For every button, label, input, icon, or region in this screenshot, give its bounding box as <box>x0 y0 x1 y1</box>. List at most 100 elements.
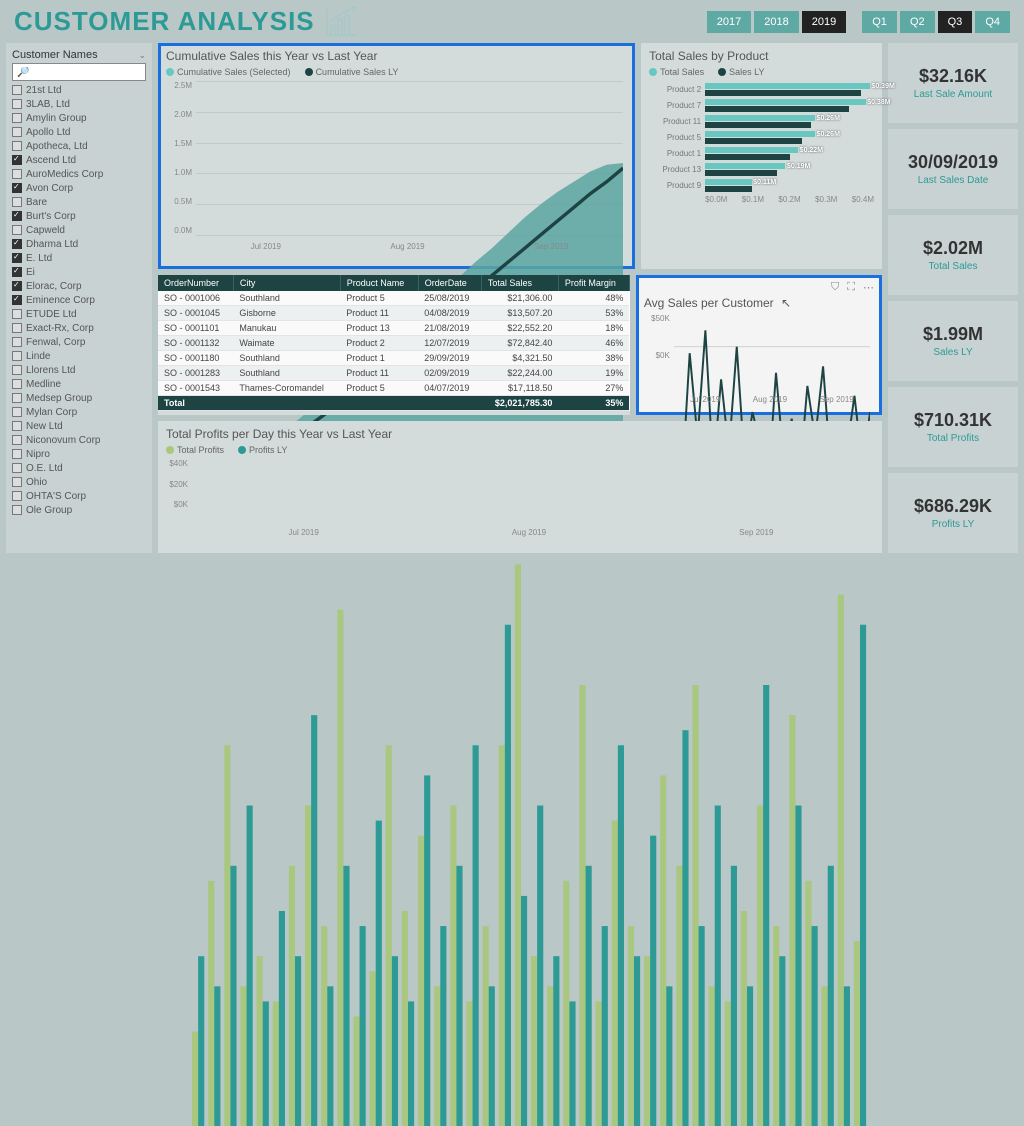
customer-item[interactable]: ETUDE Ltd <box>12 307 146 321</box>
table-row[interactable]: SO - 0001006SouthlandProduct 525/08/2019… <box>158 291 629 306</box>
checkbox-icon[interactable] <box>12 183 22 193</box>
customer-item[interactable]: Niconovum Corp <box>12 433 146 447</box>
avg-sales-card[interactable]: ⛉ ⛶ ⋯ Avg Sales per Customer ↖ $50K$0K J… <box>636 275 882 415</box>
customer-item[interactable]: O.E. Ltd <box>12 461 146 475</box>
customer-item[interactable]: Ascend Ltd <box>12 153 146 167</box>
checkbox-icon[interactable] <box>12 281 22 291</box>
product-bar[interactable]: Product 11$0.26M <box>649 113 874 129</box>
customer-item[interactable]: Mylan Corp <box>12 405 146 419</box>
checkbox-icon[interactable] <box>12 477 22 487</box>
checkbox-icon[interactable] <box>12 267 22 277</box>
quarter-button[interactable]: Q4 <box>975 11 1010 33</box>
checkbox-icon[interactable] <box>12 463 22 473</box>
checkbox-icon[interactable] <box>12 127 22 137</box>
quarter-button[interactable]: Q1 <box>862 11 897 33</box>
customer-item[interactable]: OHTA'S Corp <box>12 489 146 503</box>
customer-item[interactable]: 21st Ltd <box>12 83 146 97</box>
search-input[interactable] <box>12 63 146 81</box>
checkbox-icon[interactable] <box>12 239 22 249</box>
checkbox-icon[interactable] <box>12 141 22 151</box>
customer-item[interactable]: Dharma Ltd <box>12 237 146 251</box>
customer-item[interactable]: Medsep Group <box>12 391 146 405</box>
customer-item[interactable]: E. Ltd <box>12 251 146 265</box>
checkbox-icon[interactable] <box>12 295 22 305</box>
checkbox-icon[interactable] <box>12 449 22 459</box>
customer-item[interactable]: Capweld <box>12 223 146 237</box>
year-button[interactable]: 2018 <box>754 11 798 33</box>
customer-label: 3LAB, Ltd <box>26 99 70 110</box>
quarter-button[interactable]: Q3 <box>938 11 973 33</box>
table-row[interactable]: SO - 0001543Thames-CoromandelProduct 504… <box>158 381 629 396</box>
sales-by-product-card[interactable]: Total Sales by Product Total SalesSales … <box>641 43 882 269</box>
customer-item[interactable]: Linde <box>12 349 146 363</box>
checkbox-icon[interactable] <box>12 505 22 515</box>
customer-item[interactable]: New Ltd <box>12 419 146 433</box>
year-button[interactable]: 2017 <box>707 11 751 33</box>
customer-item[interactable]: Ei <box>12 265 146 279</box>
checkbox-icon[interactable] <box>12 407 22 417</box>
customer-item[interactable]: AuroMedics Corp <box>12 167 146 181</box>
checkbox-icon[interactable] <box>12 491 22 501</box>
total-profits-card[interactable]: Total Profits per Day this Year vs Last … <box>158 421 882 553</box>
checkbox-icon[interactable] <box>12 421 22 431</box>
checkbox-icon[interactable] <box>12 365 22 375</box>
checkbox-icon[interactable] <box>12 99 22 109</box>
table-row[interactable]: SO - 0001283SouthlandProduct 1102/09/201… <box>158 366 629 381</box>
table-header[interactable]: Profit Margin <box>558 275 629 291</box>
product-bar[interactable]: Product 7$0.38M <box>649 97 874 113</box>
customer-item[interactable]: Fenwal, Corp <box>12 335 146 349</box>
checkbox-icon[interactable] <box>12 323 22 333</box>
customer-item[interactable]: 3LAB, Ltd <box>12 97 146 111</box>
checkbox-icon[interactable] <box>12 169 22 179</box>
checkbox-icon[interactable] <box>12 253 22 263</box>
customer-item[interactable]: Apotheca, Ltd <box>12 139 146 153</box>
customer-item[interactable]: Ole Group <box>12 503 146 517</box>
product-bar[interactable]: Product 1$0.22M <box>649 145 874 161</box>
focus-icon[interactable]: ⛶ <box>847 281 855 294</box>
table-header[interactable]: City <box>233 275 340 291</box>
cumulative-sales-card[interactable]: Cumulative Sales this Year vs Last Year … <box>158 43 635 269</box>
customer-item[interactable]: Ohio <box>12 475 146 489</box>
checkbox-icon[interactable] <box>12 225 22 235</box>
table-row[interactable]: SO - 0001180SouthlandProduct 129/09/2019… <box>158 351 629 366</box>
customer-item[interactable]: Eminence Corp <box>12 293 146 307</box>
checkbox-icon[interactable] <box>12 197 22 207</box>
table-row[interactable]: SO - 0001045GisborneProduct 1104/08/2019… <box>158 306 629 321</box>
table-header[interactable]: Product Name <box>340 275 418 291</box>
customer-item[interactable]: Bare <box>12 195 146 209</box>
customer-item[interactable]: Apollo Ltd <box>12 125 146 139</box>
filter-icon[interactable]: ⛉ <box>831 281 839 294</box>
checkbox-icon[interactable] <box>12 393 22 403</box>
customer-item[interactable]: Elorac, Corp <box>12 279 146 293</box>
table-header[interactable]: OrderDate <box>418 275 481 291</box>
checkbox-icon[interactable] <box>12 379 22 389</box>
table-row[interactable]: SO - 0001132WaimateProduct 212/07/2019$7… <box>158 336 629 351</box>
product-bar[interactable]: Product 9$0.11M <box>649 177 874 193</box>
checkbox-icon[interactable] <box>12 85 22 95</box>
customer-item[interactable]: Avon Corp <box>12 181 146 195</box>
checkbox-icon[interactable] <box>12 211 22 221</box>
table-row[interactable]: SO - 0001101ManukauProduct 1321/08/2019$… <box>158 321 629 336</box>
checkbox-icon[interactable] <box>12 113 22 123</box>
customer-item[interactable]: Burt's Corp <box>12 209 146 223</box>
chevron-down-icon[interactable]: ⌄ <box>138 50 146 61</box>
product-bar[interactable]: Product 2$0.39M <box>649 81 874 97</box>
product-bar[interactable]: Product 5$0.26M <box>649 129 874 145</box>
product-bar[interactable]: Product 13$0.19M <box>649 161 874 177</box>
orders-table-card[interactable]: OrderNumberCityProduct NameOrderDateTota… <box>158 275 630 415</box>
checkbox-icon[interactable] <box>12 435 22 445</box>
table-header[interactable]: Total Sales <box>481 275 558 291</box>
customer-item[interactable]: Llorens Ltd <box>12 363 146 377</box>
checkbox-icon[interactable] <box>12 309 22 319</box>
quarter-button[interactable]: Q2 <box>900 11 935 33</box>
more-icon[interactable]: ⋯ <box>863 281 874 294</box>
customer-item[interactable]: Exact-Rx, Corp <box>12 321 146 335</box>
customer-item[interactable]: Medline <box>12 377 146 391</box>
checkbox-icon[interactable] <box>12 337 22 347</box>
customer-item[interactable]: Nipro <box>12 447 146 461</box>
year-button[interactable]: 2019 <box>802 11 846 33</box>
customer-item[interactable]: Amylin Group <box>12 111 146 125</box>
checkbox-icon[interactable] <box>12 351 22 361</box>
table-header[interactable]: OrderNumber <box>158 275 233 291</box>
checkbox-icon[interactable] <box>12 155 22 165</box>
